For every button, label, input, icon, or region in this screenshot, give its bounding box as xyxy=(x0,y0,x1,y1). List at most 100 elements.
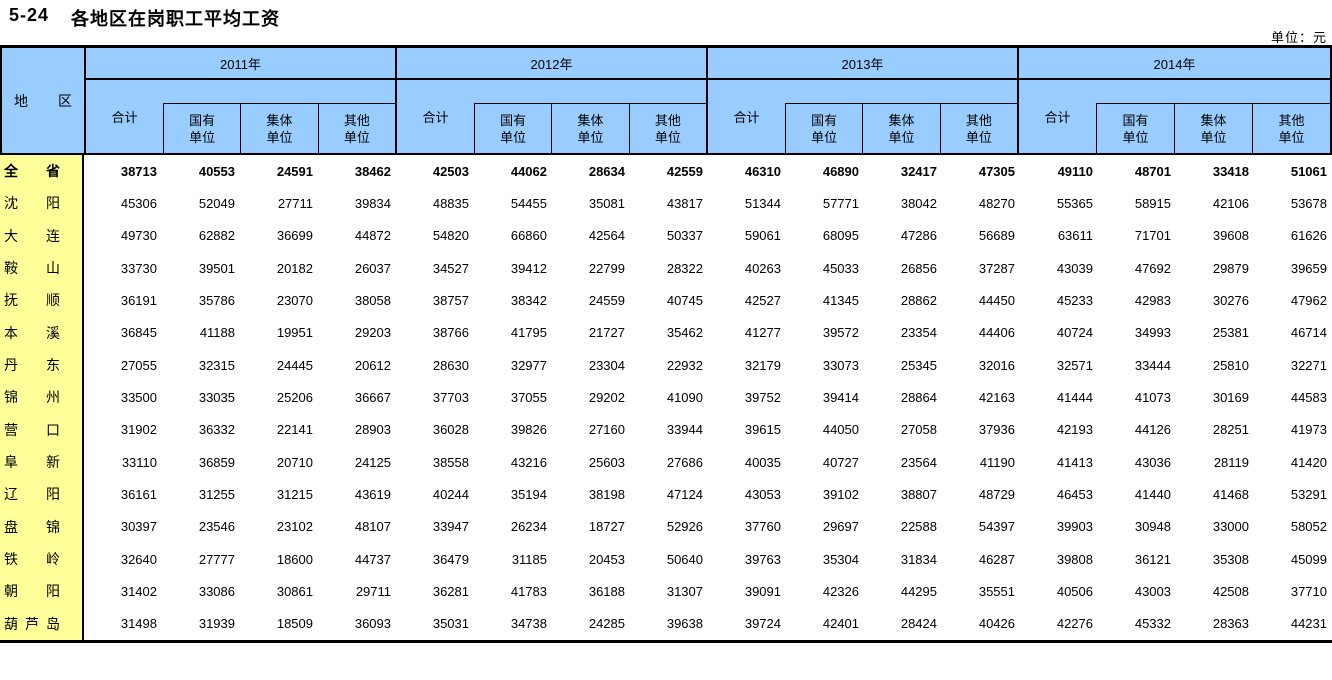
subcolumn-header-line: 单位 xyxy=(577,129,604,145)
subcolumn-header: 国有 单位 xyxy=(163,103,241,153)
value-cell: 32417 xyxy=(900,163,937,179)
value-cell: 53678 xyxy=(1290,195,1327,211)
value-cell: 25381 xyxy=(1212,325,1249,341)
table-row-鞍山: 鞍山 33730 39501 20182 26037 34527 39412 22799 283… xyxy=(0,251,1332,285)
region-name: 营口 xyxy=(4,420,60,440)
value-cell: 41190 xyxy=(979,454,1015,470)
value-cell: 28251 xyxy=(1212,422,1249,438)
value-cell: 48270 xyxy=(978,195,1015,211)
subcolumn-header: 集体 单位 xyxy=(240,103,318,153)
value-cell: 42163 xyxy=(978,389,1015,405)
value-cell: 26037 xyxy=(354,260,391,276)
region-char: 东 xyxy=(46,357,60,374)
year-section-3: 2013年 合计 国有 单位 集体 单位 其他 单位 xyxy=(708,48,1019,153)
value-cell: 41090 xyxy=(666,389,703,405)
region-cell: 全省 xyxy=(0,155,84,188)
subcolumn-boxes: 国有 单位 集体 单位 其他 单位 xyxy=(163,103,395,153)
value-cell: 38058 xyxy=(354,292,391,308)
value-cell: 27686 xyxy=(666,454,703,470)
value-cell: 47286 xyxy=(900,228,937,244)
region-name: 朝阳 xyxy=(4,581,60,601)
value-cell: 36667 xyxy=(354,389,391,405)
value-cell: 44737 xyxy=(354,551,391,567)
value-cell: 28322 xyxy=(666,260,703,276)
value-cell: 33035 xyxy=(198,389,235,405)
region-char: 溪 xyxy=(46,324,60,341)
value-cell: 42508 xyxy=(1212,583,1249,599)
value-cell: 39903 xyxy=(1056,519,1093,535)
value-cell: 32640 xyxy=(120,551,157,567)
value-cell: 41783 xyxy=(510,583,547,599)
value-cell: 30861 xyxy=(276,583,313,599)
subcolumn-header-line: 其他 xyxy=(343,112,370,128)
value-cell: 47962 xyxy=(1290,292,1327,308)
value-cell: 43619 xyxy=(354,486,391,502)
value-cell: 44872 xyxy=(354,228,391,244)
value-cell: 41073 xyxy=(1134,389,1171,405)
value-cell: 48835 xyxy=(432,195,469,211)
table-row-盘锦: 盘锦 30397 23546 23102 48107 33947 26234 18727 529… xyxy=(0,510,1332,543)
value-cell: 48701 xyxy=(1134,163,1171,179)
value-cell: 39091 xyxy=(744,583,781,599)
value-cell: 39763 xyxy=(744,551,781,567)
region-char: 营 xyxy=(4,421,18,438)
value-cell: 36479 xyxy=(432,551,469,567)
value-cell: 38766 xyxy=(432,325,469,341)
region-char: 锦 xyxy=(4,389,18,406)
year-label: 2013年 xyxy=(708,48,1017,80)
value-cell: 41277 xyxy=(744,325,781,341)
value-cell: 31939 xyxy=(198,616,235,632)
value-cell: 27058 xyxy=(900,422,937,438)
value-cell: 39615 xyxy=(744,422,781,438)
value-cell: 32571 xyxy=(1056,357,1093,373)
region-cell: 营口 xyxy=(0,413,84,446)
region-name: 鞍山 xyxy=(4,258,60,278)
value-cell: 37703 xyxy=(432,389,469,405)
year-subheader: 合计 国有 单位 集体 单位 其他 单位 xyxy=(86,80,395,153)
region-name: 铁岭 xyxy=(4,549,60,569)
value-cell: 35308 xyxy=(1212,551,1249,567)
subcolumn-header-line: 集体 xyxy=(266,112,293,128)
value-cell: 38198 xyxy=(588,486,625,502)
value-cell: 39834 xyxy=(354,195,391,211)
value-cell: 47305 xyxy=(978,163,1015,179)
value-cell: 54397 xyxy=(978,519,1015,535)
value-cell: 35551 xyxy=(978,583,1015,599)
region-char: 朝 xyxy=(4,583,18,600)
region-cell: 辽阳 xyxy=(0,478,84,511)
value-cell: 66860 xyxy=(510,228,547,244)
value-cell: 23304 xyxy=(588,357,625,373)
value-cell: 37055 xyxy=(510,389,547,405)
region-name: 阜新 xyxy=(4,452,60,472)
region-cell: 盘锦 xyxy=(0,510,84,543)
value-cell: 42527 xyxy=(744,292,781,308)
region-char: 锦 xyxy=(46,518,60,535)
subcolumn-header: 其他 单位 xyxy=(628,103,706,153)
region-cell: 大连 xyxy=(0,219,84,252)
value-cell: 22799 xyxy=(588,260,625,276)
value-cell: 35304 xyxy=(822,551,859,567)
value-cell: 30169 xyxy=(1212,389,1249,405)
value-cell: 33444 xyxy=(1134,357,1171,373)
year-subheader: 合计 国有 单位 集体 单位 其他 单位 xyxy=(397,80,706,153)
value-cell: 25603 xyxy=(588,454,625,470)
region-char: 岛 xyxy=(46,615,60,632)
region-char: 芦 xyxy=(25,615,39,632)
table-row-大连: 大连 49730 62882 36699 44872 54820 66860 42564 503… xyxy=(0,219,1332,252)
value-cell: 63611 xyxy=(1057,228,1093,244)
subcolumn-boxes: 国有 单位 集体 单位 其他 单位 xyxy=(474,103,706,153)
subcolumn-header: 其他 单位 xyxy=(939,103,1017,153)
value-cell: 40426 xyxy=(978,616,1015,632)
value-cell: 36845 xyxy=(120,325,157,341)
value-cell: 45306 xyxy=(120,195,157,211)
value-cell: 20182 xyxy=(276,260,313,276)
table-row-沈阳: 沈阳 45306 52049 27711 39834 48835 54455 35081 438… xyxy=(0,187,1332,220)
value-cell: 31185 xyxy=(511,551,547,567)
region-cell: 铁岭 xyxy=(0,542,84,576)
value-cell: 39414 xyxy=(822,389,859,405)
year-label: 2014年 xyxy=(1019,48,1330,80)
value-cell: 28424 xyxy=(900,616,937,632)
table-row-朝阳: 朝阳 31402 33086 30861 29711 36281 41783 36188 313… xyxy=(0,575,1332,608)
value-cell: 41468 xyxy=(1212,486,1249,502)
region-name: 葫芦岛 xyxy=(4,614,60,634)
